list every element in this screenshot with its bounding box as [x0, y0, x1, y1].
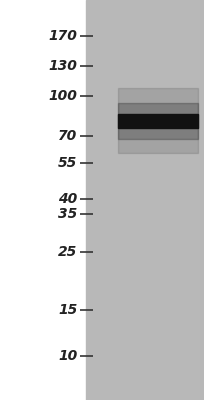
Text: 25: 25: [58, 245, 78, 259]
Text: 15: 15: [58, 303, 78, 317]
Text: 100: 100: [49, 89, 78, 103]
Text: 40: 40: [58, 192, 78, 206]
Bar: [118, 103, 198, 139]
Text: 170: 170: [49, 29, 78, 43]
Bar: [86, 0, 204, 400]
Text: 10: 10: [58, 348, 78, 362]
Bar: [118, 114, 198, 128]
Text: 70: 70: [58, 129, 78, 143]
Text: 35: 35: [58, 207, 78, 221]
Text: 55: 55: [58, 156, 78, 170]
Bar: [118, 88, 198, 153]
Text: 130: 130: [49, 59, 78, 73]
